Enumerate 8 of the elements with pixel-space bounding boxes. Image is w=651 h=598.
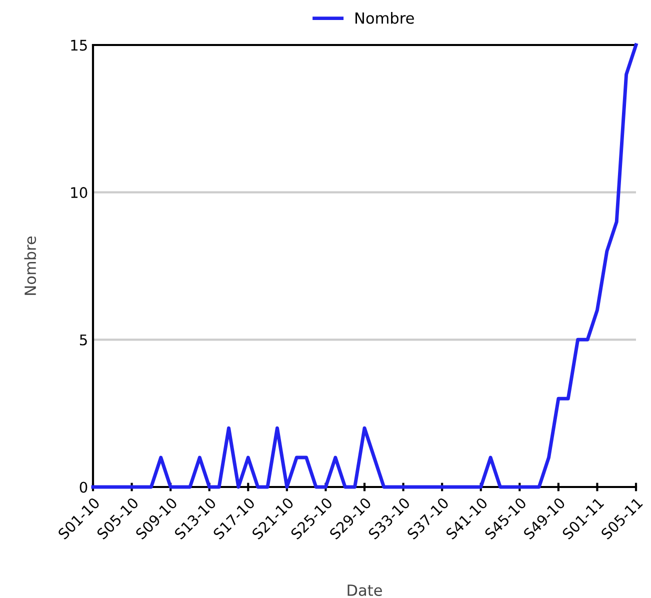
legend-label: Nombre: [356, 12, 414, 24]
y-axis-title: Nombre: [24, 236, 36, 295]
y-tick-label: 10: [71, 187, 88, 198]
x-axis-title: Date: [348, 584, 382, 596]
y-tick-label: 5: [80, 334, 87, 346]
y-tick-label: 0: [80, 482, 88, 493]
line-series: [91, 43, 638, 489]
y-tick-label: 15: [71, 40, 87, 51]
